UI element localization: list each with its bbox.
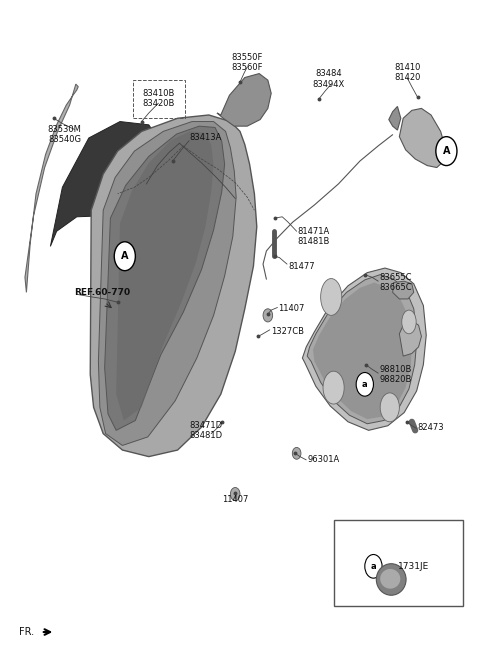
Text: 11407: 11407 <box>222 495 248 504</box>
Circle shape <box>292 447 301 459</box>
Circle shape <box>436 137 457 166</box>
Polygon shape <box>98 122 236 445</box>
Circle shape <box>263 309 273 322</box>
Text: 81410
81420: 81410 81420 <box>395 62 421 82</box>
Polygon shape <box>90 115 257 457</box>
Circle shape <box>230 487 240 501</box>
Polygon shape <box>399 321 421 356</box>
Text: REF.60-770: REF.60-770 <box>74 288 131 297</box>
Polygon shape <box>389 106 401 130</box>
Polygon shape <box>50 122 163 246</box>
Circle shape <box>356 373 373 396</box>
Circle shape <box>114 242 135 271</box>
Text: 83410B
83420B: 83410B 83420B <box>142 89 175 108</box>
Text: 83484
83494X: 83484 83494X <box>312 69 345 89</box>
Circle shape <box>365 555 382 578</box>
Polygon shape <box>399 108 445 168</box>
Text: 83655C
83665C: 83655C 83665C <box>379 273 412 292</box>
Text: a: a <box>371 562 376 571</box>
Text: 83530M
83540G: 83530M 83540G <box>48 125 82 145</box>
Ellipse shape <box>376 564 406 595</box>
Text: 98810B
98820B: 98810B 98820B <box>379 365 411 384</box>
Text: 81471A
81481B: 81471A 81481B <box>298 227 330 246</box>
Text: 82473: 82473 <box>418 422 444 432</box>
Text: 1731JE: 1731JE <box>398 562 430 571</box>
Bar <box>133 80 185 118</box>
Text: A: A <box>443 146 450 156</box>
Text: 81477: 81477 <box>288 261 314 271</box>
Polygon shape <box>393 281 414 299</box>
Text: FR.: FR. <box>19 627 35 637</box>
Ellipse shape <box>380 393 399 422</box>
Ellipse shape <box>380 569 400 589</box>
Polygon shape <box>217 74 271 126</box>
Polygon shape <box>313 283 412 419</box>
Polygon shape <box>116 131 214 420</box>
Polygon shape <box>25 84 78 292</box>
Text: 96301A: 96301A <box>307 455 339 464</box>
Text: 1327CB: 1327CB <box>271 327 304 336</box>
Text: 11407: 11407 <box>278 304 305 313</box>
Bar <box>334 520 463 606</box>
Text: 83550F
83560F: 83550F 83560F <box>231 53 263 72</box>
Text: A: A <box>121 251 129 261</box>
Ellipse shape <box>402 310 416 334</box>
Polygon shape <box>302 268 426 430</box>
Text: 83471D
83481D: 83471D 83481D <box>190 420 223 440</box>
Polygon shape <box>105 126 225 430</box>
Ellipse shape <box>323 371 344 404</box>
Text: a: a <box>362 380 368 389</box>
Polygon shape <box>307 275 417 424</box>
Text: 83413A: 83413A <box>190 133 222 143</box>
Ellipse shape <box>321 279 342 315</box>
